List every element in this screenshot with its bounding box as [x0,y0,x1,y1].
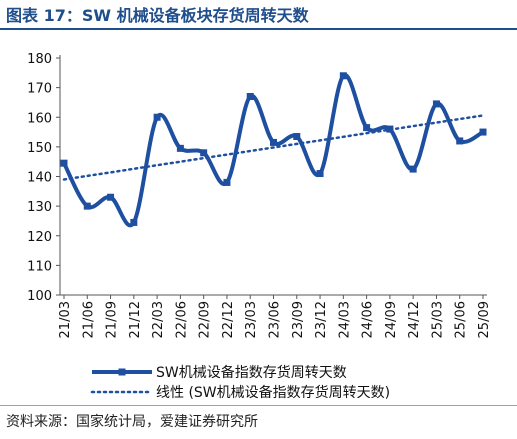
y-tick-label: 140 [27,171,52,186]
data-point [83,202,91,210]
x-tick-label: 25/03 [430,301,445,338]
legend-series-label: SW机械设备指数存货周转天数 [156,364,347,381]
data-point [176,144,184,152]
x-tick-label: 21/12 [128,301,143,338]
data-point [316,170,324,178]
x-tick-labels: 21/03 21/06 21/09 21/12 22/03 22/06 22/09 22/12… [58,301,492,338]
data-point [153,113,161,121]
data-point [200,149,208,157]
y-tick-label: 160 [27,111,52,126]
x-tick-label: 21/09 [105,301,120,338]
x-tick-label: 21/03 [58,301,73,338]
data-point [293,133,301,141]
legend-trend-label: 线性 (SW机械设备指数存货周转天数) [156,384,390,401]
data-point [246,93,254,101]
source-rule [0,405,517,406]
trendline-series [62,114,485,181]
trendline-layer [62,114,485,181]
data-point [456,137,464,145]
y-tick-label: 120 [27,230,52,245]
data-point [60,159,68,167]
x-tick-label: 25/09 [477,301,492,338]
legend-series-marker [118,368,126,376]
x-tick-label: 24/06 [361,301,376,338]
axes [56,55,487,299]
y-tick-label: 130 [27,200,52,215]
x-tick-label: 21/06 [81,301,96,338]
data-point [339,72,347,80]
data-point [479,128,487,136]
data-point [107,193,115,201]
y-tick-label: 180 [27,52,52,67]
x-tick-label: 22/03 [151,301,166,338]
x-tick-label: 23/09 [291,301,306,338]
data-point [409,165,417,173]
x-tick-label: 24/09 [384,301,399,338]
data-point [223,178,231,186]
x-tick-label: 22/09 [198,301,213,338]
x-tick-label: 23/03 [244,301,259,338]
x-tick-label: 24/03 [337,301,352,338]
data-point [270,138,277,146]
series-layer [60,72,487,228]
y-tick-labels: 100 110 120 130 140 150 160 170 180 [27,52,52,304]
source-note: 资料来源：国家统计局，爱建证券研究所 [6,414,258,430]
x-tick-label: 23/06 [268,301,283,338]
y-tick-label: 170 [27,82,52,97]
x-tick-label: 23/12 [314,301,329,338]
data-point [386,125,394,133]
y-tick-label: 100 [27,289,52,304]
x-tick-label: 22/06 [174,301,189,338]
y-tick-label: 110 [27,259,52,274]
data-point [432,100,440,108]
series-line [62,73,484,228]
y-tick-label: 150 [27,141,52,156]
data-point [363,124,371,132]
title-rule [0,28,517,30]
data-point [130,218,138,226]
figure-title: 图表 17：SW 机械设备板块存货周转天数 [6,6,309,25]
x-tick-label: 22/12 [221,301,236,338]
x-tick-label: 25/06 [454,301,469,338]
x-tick-label: 24/12 [407,301,422,338]
